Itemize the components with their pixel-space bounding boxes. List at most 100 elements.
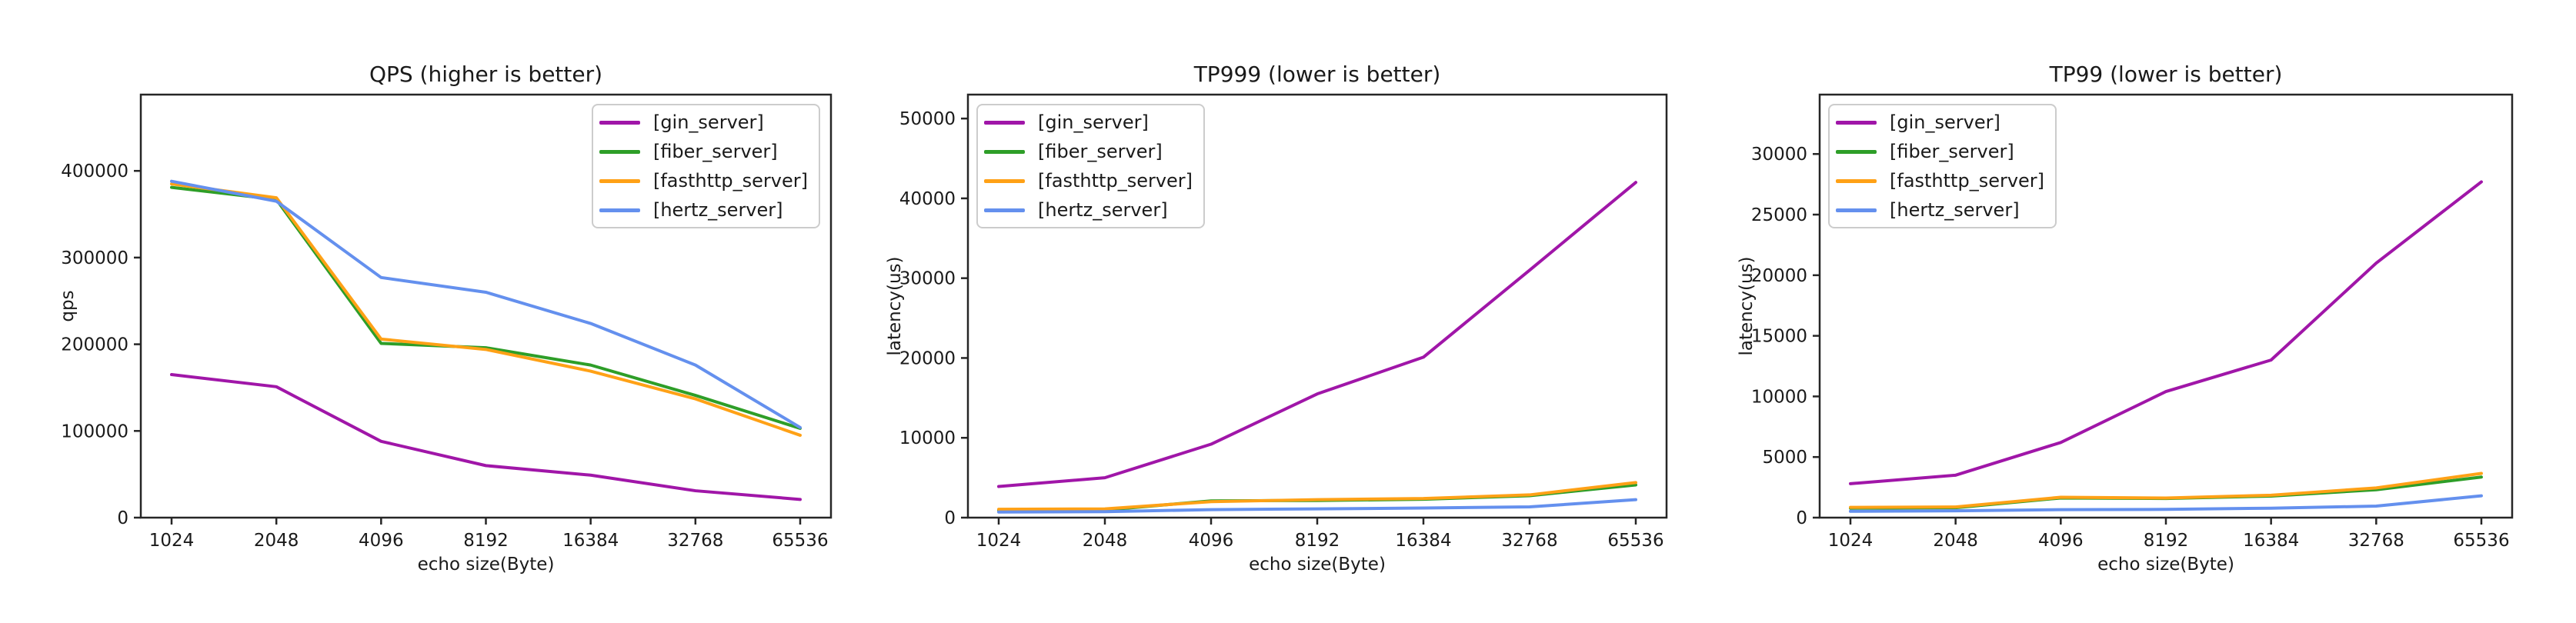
x-tick-label: 8192 (463, 531, 509, 551)
chart-panel-tp99: 0 5000 10000 15000 20000 25000 30000 1024 2048 40… (1717, 0, 2576, 623)
legend-line-swatch (1836, 149, 1877, 154)
x-tick-label: 8192 (2144, 531, 2189, 551)
chart-title-qps: QPS (higher is better) (369, 62, 603, 87)
chart-title-tp999: TP999 (lower is better) (1193, 62, 1441, 87)
legend-label: [fasthttp_server] (1890, 170, 2045, 192)
legend-line-swatch (1836, 120, 1877, 125)
y-tick-label: 0 (944, 508, 956, 528)
legend-label: [hertz_server] (1038, 199, 1168, 221)
tp999-plot-area: 0 10000 20000 30000 40000 50000 1024 2048 4096 81… (899, 93, 1668, 551)
legend-tp99: [gin_server] [fiber_server] [fasthttp_serv… (1828, 104, 2057, 228)
legend-label: [gin_server] (652, 112, 764, 133)
x-tick-label: 32768 (667, 531, 723, 551)
y-tick-label: 30000 (899, 269, 956, 289)
y-tick-label: 20000 (1751, 266, 1807, 286)
y-tick-label: 50000 (899, 109, 956, 129)
legend-label: [fiber_server] (1038, 141, 1163, 162)
legend-tp999: [gin_server] [fiber_server] [fasthttp_serv… (976, 104, 1206, 228)
y-tick-label: 20000 (899, 348, 956, 368)
series-line-fiber_server (1849, 475, 2483, 510)
series-line-hertz_server (170, 179, 802, 429)
x-tick-label: 16384 (1395, 531, 1451, 551)
series-line-hertz_server (1849, 494, 2483, 513)
legend-item-hertz_server: [hertz_server] (984, 195, 1193, 225)
x-tick-label: 2048 (1083, 531, 1128, 551)
legend-item-hertz_server: [hertz_server] (599, 195, 808, 225)
y-tick-label: 300000 (61, 248, 128, 268)
legend-item-gin_server: [gin_server] (599, 108, 808, 137)
legend-item-gin_server: [gin_server] (984, 108, 1193, 137)
legend-item-hertz_server: [hertz_server] (1836, 195, 2044, 225)
x-tick-label: 65536 (1607, 531, 1663, 551)
y-tick-label: 30000 (1751, 145, 1807, 165)
legend-item-fasthttp_server: [fasthttp_server] (984, 166, 1193, 195)
legend-line-swatch (984, 120, 1025, 125)
x-tick-label: 1024 (149, 531, 195, 551)
y-tick-label: 100000 (61, 421, 128, 441)
qps-plot-area: 0 100000 200000 300000 400000 1024 2048 4096 819… (61, 93, 833, 551)
tp99-plot-area: 0 5000 10000 15000 20000 25000 30000 1024 2048 40… (1751, 93, 2514, 551)
x-tick-label: 1024 (1828, 531, 1874, 551)
x-tick-label: 32768 (2348, 531, 2404, 551)
legend-line-swatch (984, 178, 1025, 183)
chart-panel-qps: 0 100000 200000 300000 400000 1024 2048 4096 819… (0, 0, 859, 623)
x-axis-label-tp999: echo size(Byte) (1249, 555, 1386, 575)
y-tick-label: 0 (1796, 508, 1807, 528)
legend-label: [fiber_server] (652, 141, 778, 162)
y-axis-label-qps: qps (58, 290, 78, 322)
series-line-fasthttp_server (170, 182, 802, 437)
y-tick-label: 200000 (61, 335, 128, 355)
legend-label: [fasthttp_server] (1038, 170, 1193, 192)
legend-item-gin_server: [gin_server] (1836, 108, 2044, 137)
legend-line-swatch (599, 178, 640, 183)
legend-label: [gin_server] (1890, 112, 2000, 133)
y-axis-label-tp99: latency(us) (1737, 256, 1757, 356)
legend-line-swatch (599, 149, 640, 154)
x-tick-label: 4096 (2038, 531, 2084, 551)
chart-title-tp99: TP99 (lower is better) (2049, 62, 2283, 87)
legend-label: [hertz_server] (652, 199, 783, 221)
x-tick-label: 4096 (359, 531, 404, 551)
legend-line-swatch (1836, 208, 1877, 212)
legend-line-swatch (1836, 178, 1877, 183)
legend-item-fiber_server: [fiber_server] (1836, 137, 2044, 166)
legend-item-fasthttp_server: [fasthttp_server] (1836, 166, 2044, 195)
chart-panel-tp999: 0 10000 20000 30000 40000 50000 1024 2048 4096 81… (859, 0, 1717, 623)
legend-line-swatch (984, 149, 1025, 154)
y-tick-label: 10000 (899, 428, 956, 448)
x-tick-label: 2048 (254, 531, 299, 551)
legend-item-fiber_server: [fiber_server] (984, 137, 1193, 166)
legend-label: [fiber_server] (1890, 141, 2014, 162)
y-tick-label: 15000 (1751, 327, 1807, 347)
series-line-gin_server (1849, 180, 2483, 485)
x-tick-label: 1024 (976, 531, 1022, 551)
series-line-hertz_server (997, 498, 1637, 514)
legend-item-fiber_server: [fiber_server] (599, 137, 808, 166)
y-tick-label: 10000 (1751, 387, 1807, 407)
series-line-fasthttp_server (997, 481, 1637, 511)
y-axis-label-tp999: latency(us) (885, 256, 905, 356)
series-line-gin_server (997, 181, 1637, 488)
legend-label: [gin_server] (1038, 112, 1149, 133)
x-tick-label: 8192 (1295, 531, 1340, 551)
series-line-fasthttp_server (1849, 471, 2483, 509)
x-tick-label: 16384 (562, 531, 619, 551)
y-tick-label: 0 (117, 508, 128, 528)
x-tick-label: 2048 (1933, 531, 1978, 551)
x-axis-label-tp99: echo size(Byte) (2097, 555, 2234, 575)
x-tick-label: 16384 (2243, 531, 2299, 551)
x-axis-label-qps: echo size(Byte) (417, 555, 555, 575)
x-tick-label: 32768 (1501, 531, 1557, 551)
series-line-gin_server (170, 373, 802, 501)
legend-label: [hertz_server] (1890, 199, 2020, 221)
legend-label: [fasthttp_server] (652, 170, 808, 192)
x-tick-label: 65536 (772, 531, 828, 551)
x-tick-label: 4096 (1189, 531, 1234, 551)
legend-line-swatch (599, 208, 640, 212)
y-tick-label: 400000 (61, 162, 128, 182)
legend-qps: [gin_server] [fiber_server] [fasthttp_serv… (591, 104, 820, 228)
legend-line-swatch (599, 120, 640, 125)
y-tick-label: 40000 (899, 189, 956, 209)
y-tick-label: 5000 (1762, 448, 1807, 468)
